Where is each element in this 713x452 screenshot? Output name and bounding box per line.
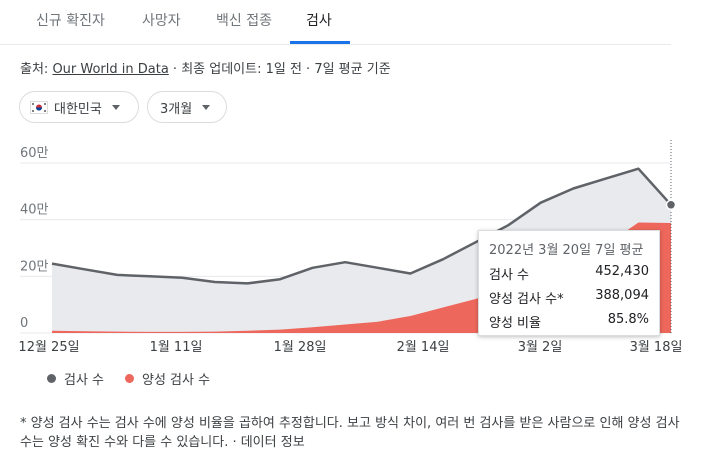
source-line: 출처: Our World in Data · 최종 업데이트: 1일 전 · … — [20, 58, 391, 77]
source-link[interactable]: Our World in Data — [52, 62, 169, 77]
x-tick-label: 3월 2일 — [518, 340, 563, 355]
tooltip-row-positive: 양성 검사 수* 388,094 — [489, 288, 649, 307]
region-label: 대한민국 — [54, 101, 102, 117]
tab-vaccinations[interactable]: 백신 접종 — [216, 13, 272, 29]
tests-line — [51, 167, 672, 285]
tab-bar: 신규 확진자 사망자 백신 접종 검사 — [0, 0, 671, 45]
legend-tests: 검사 수 — [47, 369, 104, 388]
legend-label-positive: 양성 검사 수 — [142, 373, 211, 388]
x-tick-label: 3월 18일 — [630, 340, 683, 355]
legend-positive: 양성 검사 수 — [125, 369, 210, 388]
tooltip-value: 85.8% — [607, 312, 649, 327]
tests-point — [665, 199, 677, 211]
x-tick-label: 1월 28일 — [274, 340, 327, 355]
legend-dot-tests — [47, 374, 56, 383]
chevron-down-icon — [202, 104, 211, 110]
y-tick-label: 20만 — [20, 259, 49, 274]
x-tick-label: 1월 11일 — [150, 340, 203, 355]
footnote: * 양성 검사 수는 검사 수에 양성 비율을 곱하여 추정합니다. 보고 방식… — [20, 416, 680, 450]
update-info: · 최종 업데이트: 1일 전 · 7일 평균 기준 — [168, 62, 391, 77]
tooltip-label: 검사 수 — [489, 268, 530, 283]
tooltip-title: 2022년 3월 20일 7일 평균 — [489, 243, 644, 258]
y-tick-label: 60만 — [20, 146, 49, 161]
chart-tooltip: 2022년 3월 20일 7일 평균 검사 수 452,430 양성 검사 수*… — [478, 230, 660, 336]
y-tick-label: 40만 — [20, 203, 49, 218]
tab-deaths[interactable]: 사망자 — [142, 13, 181, 29]
source-prefix: 출처: — [20, 62, 53, 77]
period-select[interactable]: 3개월 — [147, 91, 227, 123]
tooltip-label: 양성 비율 — [489, 316, 541, 331]
region-select[interactable]: 대한민국 — [19, 91, 139, 123]
tooltip-row-tests: 검사 수 452,430 — [489, 264, 649, 283]
legend-dot-positive — [125, 374, 134, 383]
tab-new-cases[interactable]: 신규 확진자 — [36, 13, 105, 29]
south-korea-flag-icon — [30, 100, 48, 114]
legend-label-tests: 검사 수 — [64, 373, 105, 388]
tooltip-row-rate: 양성 비율 85.8% — [489, 312, 649, 331]
x-tick-label: 12월 25일 — [18, 340, 79, 355]
tooltip-label: 양성 검사 수* — [489, 292, 564, 307]
period-label: 3개월 — [160, 101, 193, 117]
active-tab-indicator — [290, 41, 350, 44]
tooltip-value: 452,430 — [595, 264, 649, 279]
chevron-down-icon — [111, 104, 120, 110]
x-tick-label: 2월 14일 — [397, 340, 450, 355]
y-tick-label: 0 — [20, 316, 28, 331]
tab-tests[interactable]: 검사 — [306, 13, 332, 29]
tooltip-value: 388,094 — [595, 288, 649, 303]
